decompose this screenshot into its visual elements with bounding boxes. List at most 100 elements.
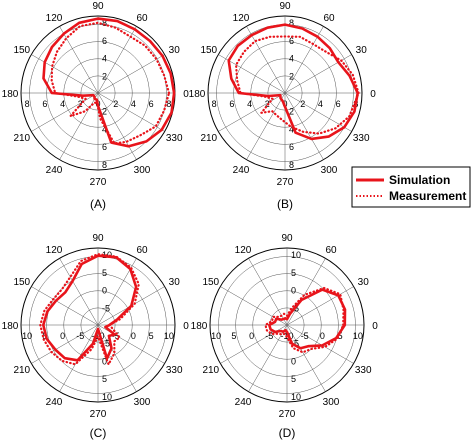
- panel-label: (A): [90, 197, 106, 211]
- angle-label-240: 240: [46, 165, 63, 176]
- radial-tick-label: 4: [289, 54, 294, 64]
- angle-label-270: 270: [90, 409, 107, 420]
- radial-tick-label: 4: [60, 99, 65, 109]
- series-simulation-line: [227, 23, 360, 141]
- radial-tick-label: 6: [149, 99, 154, 109]
- radial-tick-label: 4: [131, 99, 136, 109]
- radial-tick-label: 6: [229, 99, 234, 109]
- angle-label-300: 300: [134, 165, 151, 176]
- angle-label-180: 180: [2, 89, 19, 100]
- series-measurement-line: [264, 286, 345, 354]
- angle-label-0: 0: [183, 89, 189, 100]
- panel-label: (D): [279, 426, 296, 440]
- angle-label-210: 210: [200, 133, 217, 144]
- radial-tick-label: -5: [265, 331, 273, 341]
- grid-spoke: [31, 54, 99, 94]
- radial-tick-label: 0: [291, 356, 296, 366]
- radial-tick-label: 8: [25, 99, 30, 109]
- radial-tick-label: 2: [300, 99, 305, 109]
- angle-label-240: 240: [235, 397, 252, 408]
- radial-tick-label: -5: [301, 331, 309, 341]
- radial-tick-label: 10: [291, 250, 301, 260]
- radial-tick-label: -5: [102, 303, 110, 313]
- angle-label-210: 210: [13, 365, 30, 376]
- grid-spoke: [286, 258, 326, 326]
- radial-tick-label: 5: [291, 374, 296, 384]
- radial-tick-label: 0: [60, 331, 65, 341]
- angle-label-30: 30: [358, 277, 370, 288]
- radial-tick-label: 6: [42, 99, 47, 109]
- panel-label: (C): [90, 426, 107, 440]
- grid-spoke: [31, 324, 99, 364]
- angle-label-120: 120: [235, 245, 252, 256]
- radial-tick-label: 0: [249, 331, 254, 341]
- angle-label-210: 210: [202, 365, 219, 376]
- angle-label-180: 180: [189, 89, 206, 100]
- radial-tick-label: 2: [102, 71, 107, 81]
- angle-label-60: 60: [325, 245, 337, 256]
- radial-tick-label: 5: [338, 331, 343, 341]
- radial-tick-label: 10: [22, 331, 32, 341]
- angle-label-150: 150: [13, 277, 30, 288]
- radial-tick-label: 10: [211, 331, 221, 341]
- angle-label-60: 60: [323, 13, 335, 24]
- radial-tick-label: 10: [353, 331, 363, 341]
- angle-label-0: 0: [183, 321, 189, 332]
- radial-tick-label: 5: [102, 268, 107, 278]
- angle-label-240: 240: [46, 397, 63, 408]
- angle-label-270: 270: [277, 177, 294, 188]
- angle-label-0: 0: [370, 89, 376, 100]
- grid-spoke: [248, 324, 288, 392]
- radial-tick-label: 10: [102, 392, 112, 402]
- radial-tick-label: 8: [212, 99, 217, 109]
- series-measurement-line: [50, 21, 171, 145]
- radial-tick-label: 5: [102, 374, 107, 384]
- radial-tick-label: 2: [102, 107, 107, 117]
- angle-label-300: 300: [321, 165, 338, 176]
- radial-tick-label: 10: [164, 331, 174, 341]
- grid-spoke: [97, 92, 137, 160]
- angle-label-120: 120: [46, 13, 63, 24]
- radial-tick-label: -5: [112, 331, 120, 341]
- radial-tick-label: 6: [102, 142, 107, 152]
- legend-simulation-label: Simulation: [389, 173, 450, 187]
- angle-label-60: 60: [136, 245, 148, 256]
- angle-label-330: 330: [166, 133, 183, 144]
- angle-label-90: 90: [92, 1, 104, 12]
- radial-tick-label: 0: [102, 356, 107, 366]
- radial-tick-label: 8: [166, 99, 171, 109]
- grid-spoke: [286, 286, 354, 326]
- legend: Simulation Measurement: [351, 166, 471, 208]
- radial-tick-label: -5: [102, 339, 110, 349]
- radial-tick-label: 4: [318, 99, 323, 109]
- angle-label-150: 150: [202, 277, 219, 288]
- angle-label-330: 330: [353, 133, 370, 144]
- radial-tick-label: 8: [102, 160, 107, 170]
- radial-tick-label: 2: [289, 71, 294, 81]
- radial-tick-label: 6: [336, 99, 341, 109]
- grid-spoke: [97, 54, 165, 94]
- grid-spoke: [31, 92, 99, 132]
- series-simulation-line: [267, 288, 347, 350]
- legend-measurement-label: Measurement: [389, 189, 466, 203]
- angle-label-300: 300: [134, 397, 151, 408]
- radial-tick-label: 5: [149, 331, 154, 341]
- radial-tick-label: 4: [102, 54, 107, 64]
- angle-label-150: 150: [200, 45, 217, 56]
- grid-spoke: [246, 92, 286, 160]
- series-measurement-line: [235, 35, 360, 135]
- radial-tick-label: 5: [231, 331, 236, 341]
- radial-tick-label: 2: [113, 99, 118, 109]
- radial-tick-label: 5: [291, 268, 296, 278]
- radial-tick-label: -5: [76, 331, 84, 341]
- radial-tick-label: 8: [102, 18, 107, 28]
- radial-tick-label: 4: [102, 124, 107, 134]
- grid-spoke: [218, 92, 286, 132]
- legend-box: [351, 166, 471, 208]
- radial-tick-label: -5: [291, 339, 299, 349]
- angle-label-300: 300: [323, 397, 340, 408]
- angle-label-150: 150: [13, 45, 30, 56]
